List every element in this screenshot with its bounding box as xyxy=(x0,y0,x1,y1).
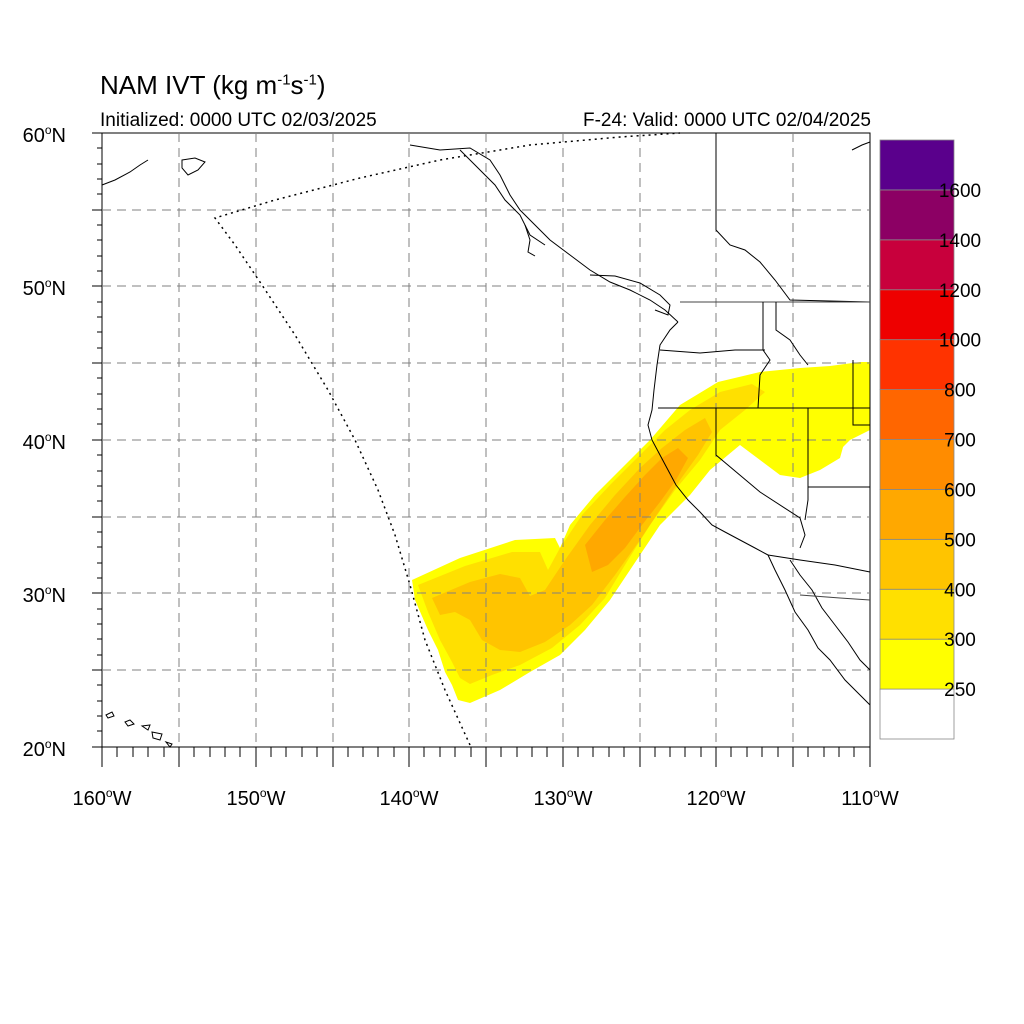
colorbar-swatch xyxy=(879,688,955,740)
ivt-field xyxy=(412,362,870,703)
colorbar-swatch xyxy=(879,489,955,540)
colorbar-label: 1000 xyxy=(939,331,981,352)
lon-label-110: 110oW xyxy=(841,786,899,810)
ivt-contour-250-east xyxy=(782,432,845,478)
colorbar-label: 400 xyxy=(944,580,976,601)
lat-ticks xyxy=(92,132,102,748)
colorbar-swatch xyxy=(879,139,955,191)
lat-label-50: 50oN xyxy=(23,276,66,300)
title-exponent-2: -1 xyxy=(303,71,317,89)
lon-ticks xyxy=(101,747,871,767)
colorbar-swatch xyxy=(879,189,955,241)
title-text: NAM IVT (kg m xyxy=(100,70,278,100)
colorbar: 250 300 400 500 600 700 800 1000 1200 1400 1600 xyxy=(879,139,981,740)
init-time: Initialized: 0000 UTC 02/03/2025 xyxy=(100,110,377,131)
colorbar-swatch xyxy=(879,538,955,590)
lon-label-140: 140oW xyxy=(380,786,439,810)
colorbar-label: 500 xyxy=(944,530,976,551)
ivt-contour-500 xyxy=(585,448,688,572)
colorbar-label: 1200 xyxy=(939,281,981,302)
lat-label-30: 30oN xyxy=(23,583,66,607)
colorbar-swatch xyxy=(879,389,955,440)
colorbar-swatch xyxy=(879,239,955,291)
colorbar-label: 700 xyxy=(944,431,976,452)
ivt-contour-400 xyxy=(432,418,712,652)
political-borders xyxy=(658,133,871,601)
colorbar-label: 1600 xyxy=(939,181,981,202)
lat-label-60: 60oN xyxy=(23,123,66,147)
colorbar-label: 600 xyxy=(944,480,976,501)
colorbar-label: 250 xyxy=(944,680,976,701)
title-close: ) xyxy=(316,70,326,100)
lon-label-160: 160oW xyxy=(73,786,132,810)
colorbar-label: 300 xyxy=(944,630,976,651)
lat-axis-labels: 60oN 50oN 40oN 30oN 20oN xyxy=(23,123,66,761)
valid-time: F-24: Valid: 0000 UTC 02/04/2025 xyxy=(583,110,871,131)
lon-axis-labels: 160oW 150oW 140oW 130oW 120oW 110oW xyxy=(73,786,899,810)
colorbar-swatch xyxy=(879,588,955,640)
colorbar-label: 800 xyxy=(944,381,976,402)
colorbar-swatch xyxy=(879,638,955,690)
lat-label-20: 20oN xyxy=(23,737,66,761)
lat-label-40: 40oN xyxy=(23,430,66,454)
colorbar-swatch xyxy=(879,439,955,490)
colorbar-label: 1400 xyxy=(939,231,981,252)
lon-label-120: 120oW xyxy=(687,786,746,810)
map-title: NAM IVT (kg m-1s-1) xyxy=(100,70,326,101)
coastlines xyxy=(101,141,871,748)
lon-label-130: 130oW xyxy=(534,786,593,810)
title-exponent-1: -1 xyxy=(277,71,291,89)
colorbar-swatch xyxy=(879,339,955,390)
title-unit-s: s xyxy=(290,70,304,100)
colorbar-swatch xyxy=(879,289,955,341)
lon-label-150: 150oW xyxy=(227,786,286,810)
